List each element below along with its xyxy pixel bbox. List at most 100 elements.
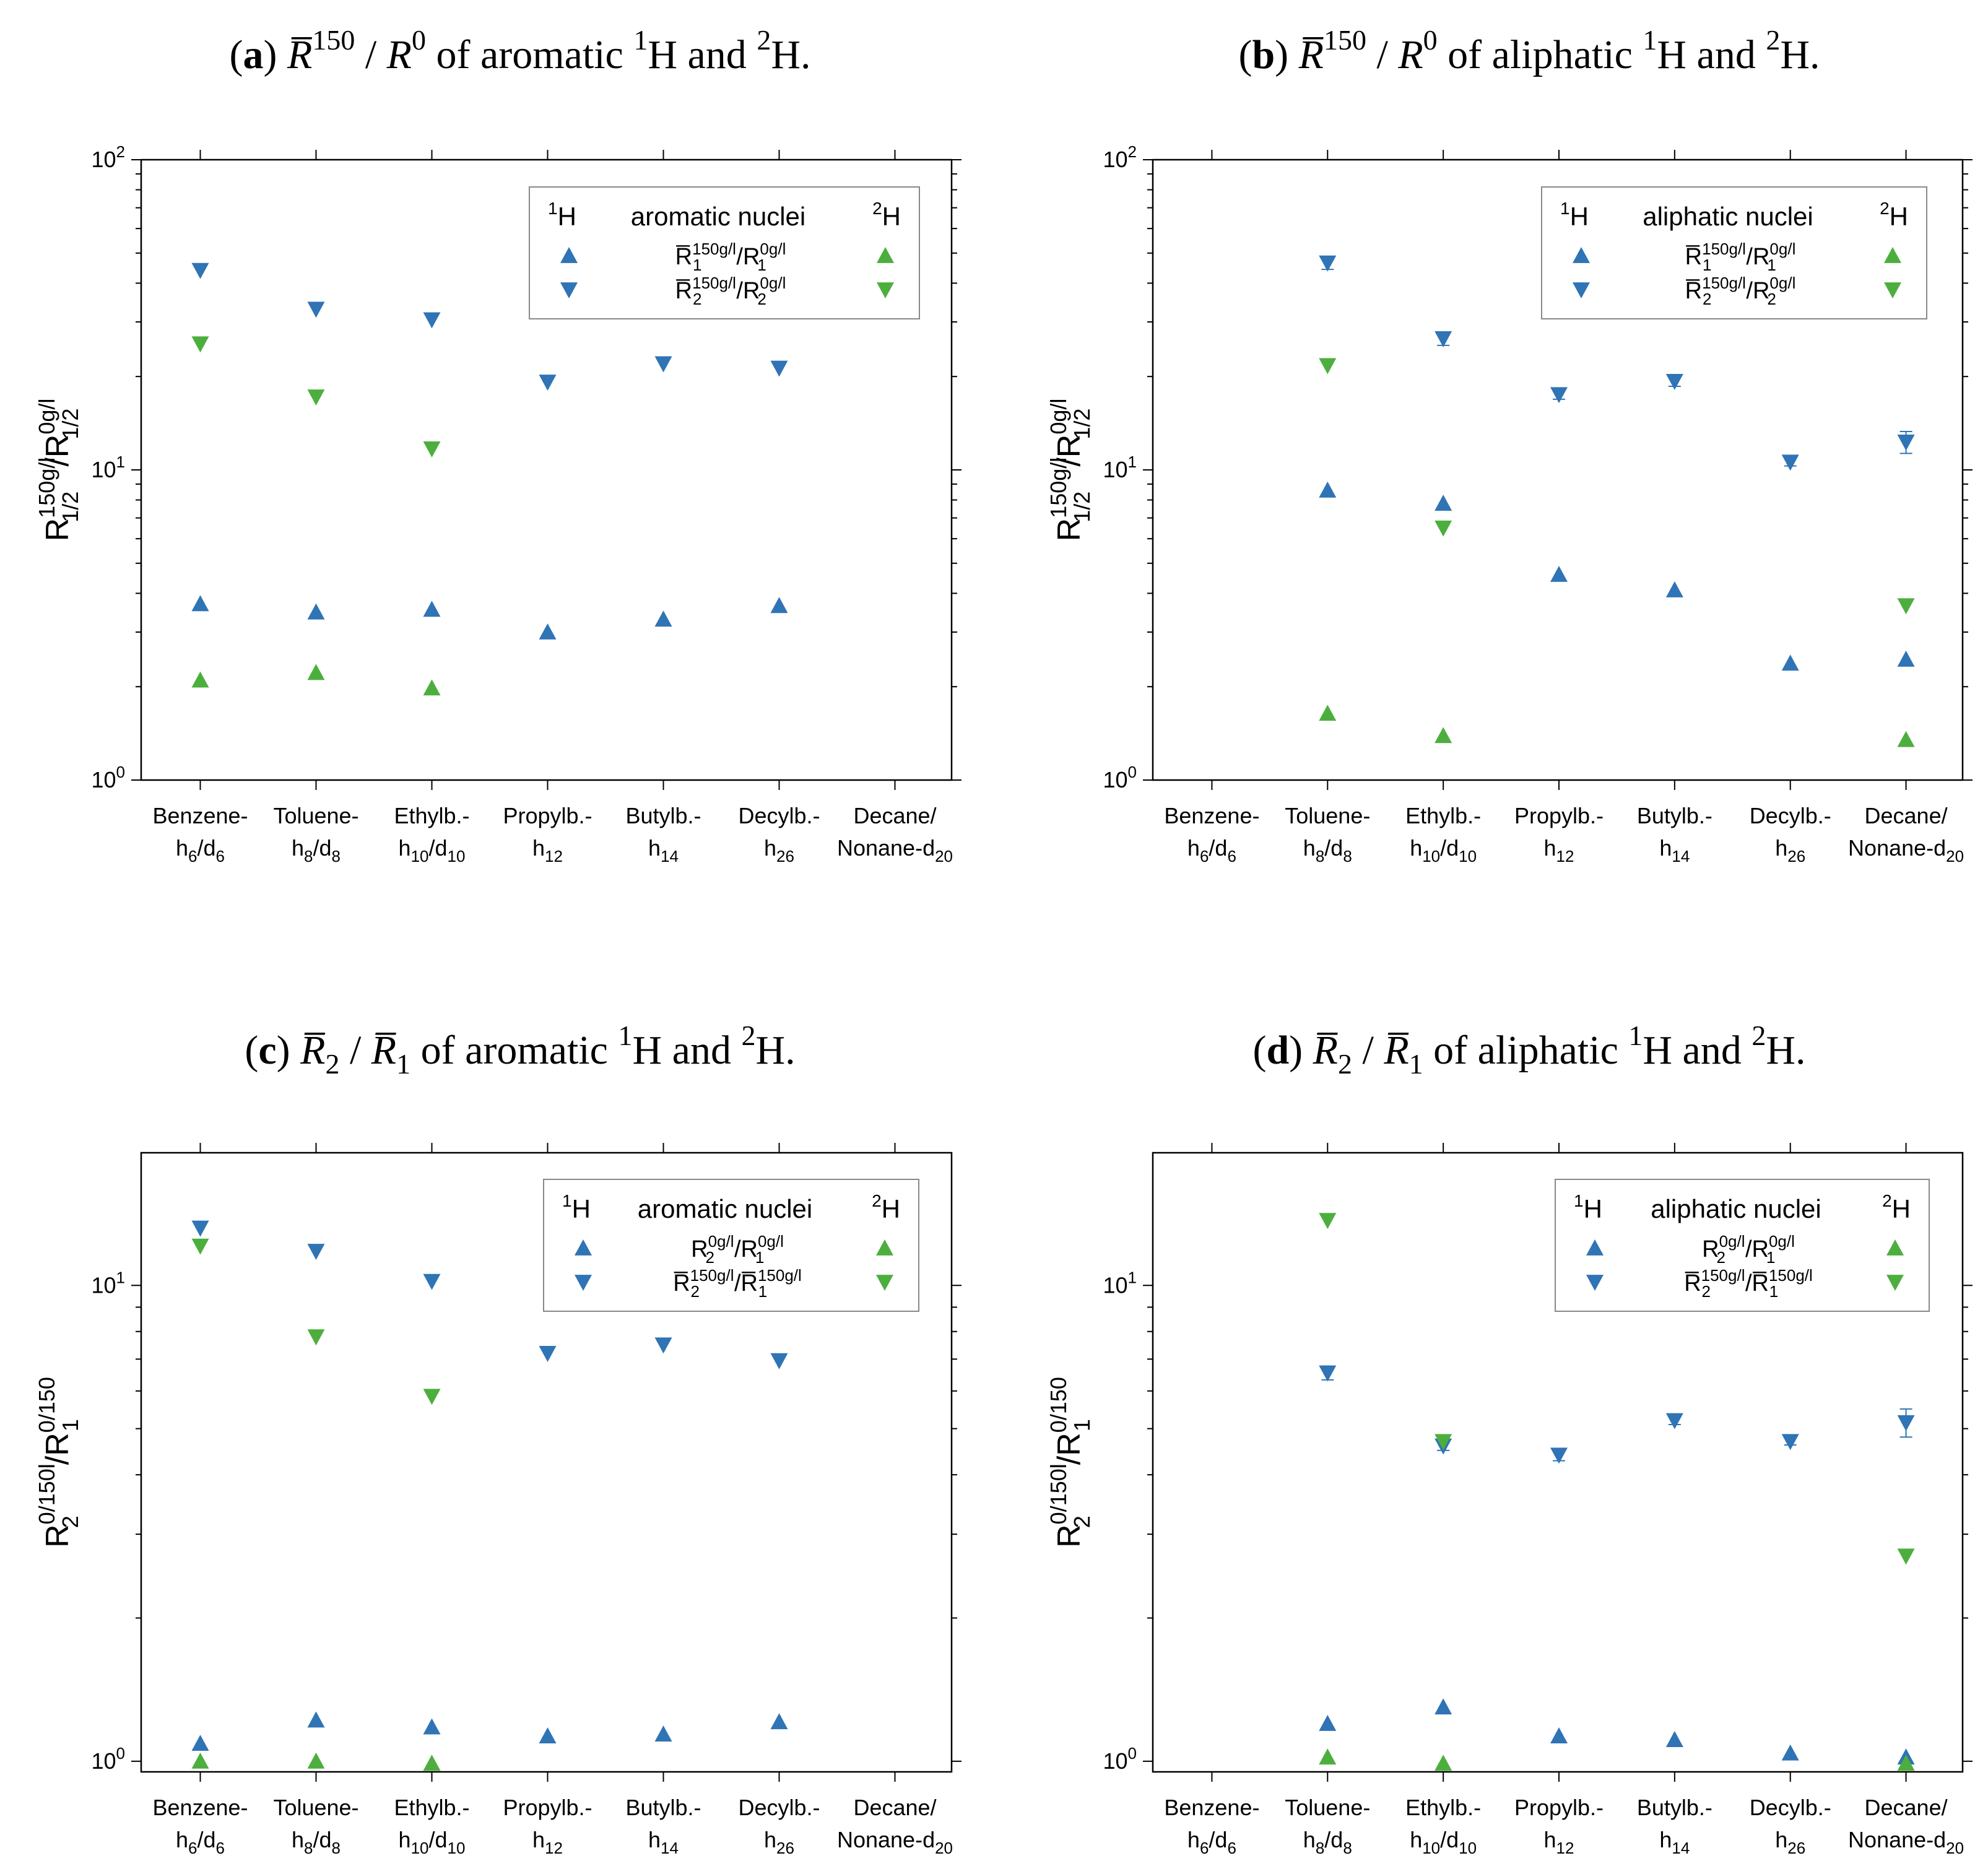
point-blue-up <box>1665 581 1683 597</box>
xtick-label-sub: h14​ <box>648 835 679 865</box>
legend-marker-1h <box>560 282 578 298</box>
xtick-label: Decylb.- <box>738 803 820 828</box>
legend-header-1h: 1H <box>1574 1191 1602 1223</box>
point-blue-up <box>1435 1698 1452 1715</box>
point-blue-up <box>1781 1744 1799 1761</box>
legend-marker-1h <box>1573 247 1590 263</box>
xtick-label: Butylb.- <box>625 803 701 828</box>
point-green-down <box>1435 1434 1452 1451</box>
legend-entry: R̅150g/l 1/R0g/l 1 <box>1685 240 1796 274</box>
legend-entry: R̅150g/l 2/R̅150g/l 1 <box>673 1266 802 1301</box>
xtick-label-sub: h10​/d10​ <box>399 1827 466 1857</box>
point-green-up <box>1435 727 1452 744</box>
point-blue-up <box>307 603 325 620</box>
legend-b: 1H aliphatic nuclei 2H R̅150g/l 1/R0g/l 1R̅15… <box>1541 186 1927 319</box>
xtick-label: Ethylb.- <box>394 1795 469 1820</box>
legend-header-1h: 1H <box>1560 199 1589 231</box>
xtick-label-sub: h26​ <box>764 1827 794 1857</box>
xtick-label: Decane/ <box>1865 803 1948 828</box>
xtick-label: Decane/ <box>1865 1795 1948 1820</box>
point-blue-up <box>191 1735 209 1751</box>
legend-a: 1H aromatic nuclei 2H R̅150g/l 1/R0g/l 1R̅150… <box>529 186 920 319</box>
point-blue-down <box>770 1353 788 1369</box>
xtick-label-sub: h8​/d8​ <box>1303 1827 1352 1857</box>
point-blue-down <box>1550 387 1568 404</box>
xtick-label-sub: h6​/d6​ <box>1187 1827 1236 1857</box>
point-green-up <box>1319 705 1337 721</box>
panel-title-d: (d) R̅2 / R̅1 of aliphatic 1H and 2H. <box>1252 1020 1805 1080</box>
xtick-label: Decane/ <box>853 803 936 828</box>
xtick-label: Decylb.- <box>1750 1795 1831 1820</box>
point-blue-up <box>539 623 557 640</box>
ytick-label: 100 <box>91 763 125 792</box>
xtick-label-sub: h12​ <box>532 1827 563 1857</box>
legend-header-2h: 2H <box>872 1191 900 1223</box>
point-blue-down <box>307 1244 325 1260</box>
point-blue-down <box>1781 1434 1799 1451</box>
point-blue-up <box>1319 1715 1337 1731</box>
xtick-label-sub: h6​/d6​ <box>176 1827 225 1857</box>
ytick-label: 100 <box>91 1744 125 1774</box>
legend-entry: R̅150g/l 1/R0g/l 1 <box>675 240 786 274</box>
xtick-label: Benzene- <box>152 1795 248 1820</box>
point-blue-down <box>1319 1365 1337 1382</box>
point-blue-down <box>307 301 325 318</box>
legend-header-1h: 1H <box>562 1191 591 1223</box>
legend-box <box>1555 1179 1930 1312</box>
legend-marker-2h <box>1884 247 1901 263</box>
point-green-up <box>307 1752 325 1769</box>
xtick-label-sub: Nonane-d20​ <box>837 835 953 865</box>
xtick-label-sub: Nonane-d20​ <box>1848 1827 1964 1857</box>
ytick-label: 101 <box>1103 453 1137 482</box>
xtick-label: Ethylb.- <box>394 803 469 828</box>
point-blue-up <box>770 1713 788 1730</box>
panel-title-b: (b) R̅150 / R0 of aliphatic 1H and 2H. <box>1238 24 1820 77</box>
legend-box <box>529 186 920 319</box>
point-blue-down <box>1550 1447 1568 1464</box>
point-green-up <box>423 1755 441 1771</box>
xtick-label-sub: h8​/d8​ <box>292 1827 341 1857</box>
plot-frame-d <box>1152 1152 1964 1773</box>
xtick-label: Toluene- <box>273 1795 358 1820</box>
point-blue-up <box>307 1711 325 1728</box>
xtick-label-sub: h14​ <box>1659 1827 1690 1857</box>
point-blue-down <box>1781 454 1799 471</box>
legend-header-1h: 1H <box>548 199 576 231</box>
point-blue-up <box>539 1727 557 1743</box>
xtick-label: Propylb.- <box>503 803 592 828</box>
point-blue-down <box>423 312 441 329</box>
point-green-down <box>1897 598 1915 615</box>
legend-marker-2h <box>1886 1239 1904 1256</box>
xtick-label-sub: h10​/d10​ <box>399 835 466 865</box>
legend-marker-2h <box>1886 1275 1904 1291</box>
point-green-down <box>191 336 209 353</box>
xtick-label-sub: h6​/d6​ <box>176 835 225 865</box>
point-blue-down <box>1897 435 1915 451</box>
panel-b: (b) R̅150 / R0 of aliphatic 1H and 2H. 10… <box>1046 24 1973 865</box>
legend-header-nuclei: aliphatic nuclei <box>1651 1194 1821 1223</box>
point-green-up <box>191 1752 209 1769</box>
point-green-up <box>1435 1755 1452 1771</box>
xtick-label: Benzene- <box>1164 803 1259 828</box>
xtick-label: Benzene- <box>152 803 248 828</box>
point-blue-down <box>654 1337 672 1354</box>
point-blue-down <box>423 1273 441 1290</box>
point-blue-up <box>1781 654 1799 671</box>
xtick-label-sub: h26​ <box>1775 835 1805 865</box>
legend-marker-2h <box>877 247 894 263</box>
xtick-label: Propylb.- <box>503 1795 592 1820</box>
point-blue-down <box>539 375 557 391</box>
xtick-label-sub: h14​ <box>648 1827 679 1857</box>
point-blue-up <box>1665 1731 1683 1747</box>
point-blue-up <box>423 1718 441 1735</box>
xtick-label-sub: Nonane-d20​ <box>837 1827 953 1857</box>
point-green-up <box>1897 1755 1915 1771</box>
point-blue-up <box>654 610 672 627</box>
point-blue-down <box>191 262 209 279</box>
legend-d: 1H aliphatic nuclei 2H R0g/l 2/R0g/l 1R̅150g/… <box>1555 1179 1930 1312</box>
xtick-label: Decylb.- <box>1750 803 1831 828</box>
point-green-down <box>307 1329 325 1346</box>
ytick-label: 101 <box>1103 1268 1137 1298</box>
point-blue-up <box>423 601 441 617</box>
